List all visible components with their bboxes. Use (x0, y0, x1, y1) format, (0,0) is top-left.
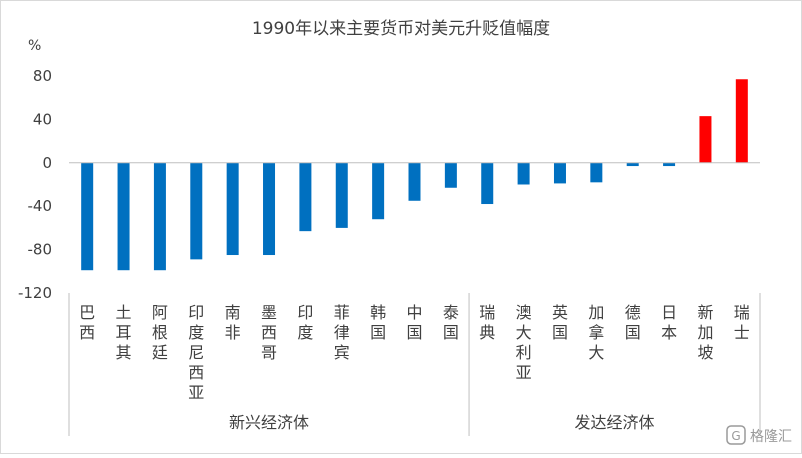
watermark: G 格隆汇 (726, 425, 792, 445)
chart-title: 1990年以来主要货币对美元升贬值幅度 (252, 19, 550, 39)
category-label: 阿根廷 (152, 303, 168, 362)
bar (408, 162, 421, 201)
category-label: 墨西哥 (261, 303, 277, 362)
category-label: 德国 (625, 303, 641, 342)
bar (372, 162, 385, 220)
category-label: 瑞士 (734, 303, 750, 342)
bar (517, 162, 530, 185)
bar (190, 162, 203, 260)
category-label: 澳大利亚 (516, 303, 532, 382)
category-label: 巴西 (79, 303, 95, 342)
bar (299, 162, 312, 232)
watermark-text: 格隆汇 (750, 429, 792, 445)
y-axis-unit: % (28, 38, 41, 54)
category-label: 瑞典 (479, 303, 495, 342)
category-label: 韩国 (370, 303, 386, 342)
axes (68, 162, 761, 436)
bar (626, 162, 639, 167)
y-tick-label: -80 (28, 241, 53, 259)
bar (481, 162, 494, 205)
bar (444, 162, 457, 188)
category-label: 印度尼西亚 (188, 303, 204, 402)
category-label: 菲律宾 (334, 303, 350, 362)
y-axis-ticks: -120 -80 -40 0 40 80 (18, 67, 52, 302)
watermark-logo-glyph: G (731, 429, 740, 443)
category-label: 中国 (406, 303, 422, 342)
category-label: 日本 (661, 303, 677, 342)
bar (590, 162, 603, 183)
bar (226, 162, 239, 256)
bar (117, 162, 130, 271)
bars (81, 79, 748, 271)
bar (735, 79, 748, 163)
gelonghui-logo-icon (726, 425, 746, 445)
bar (699, 116, 712, 163)
y-tick-label: 40 (33, 110, 52, 128)
category-label: 新加坡 (697, 303, 713, 362)
category-label: 印度 (297, 303, 313, 342)
category-label: 加拿大 (588, 303, 604, 362)
category-label: 南非 (225, 303, 241, 342)
group-label: 新兴经济体 (229, 413, 309, 432)
bar (81, 162, 94, 271)
group-labels: 新兴经济体 发达经济体 (229, 293, 655, 436)
y-tick-label: 80 (33, 67, 52, 85)
y-tick-label: -120 (18, 284, 52, 302)
bar (553, 162, 566, 184)
bar (663, 162, 676, 167)
y-tick-label: -40 (28, 197, 53, 215)
group-label: 发达经济体 (575, 413, 655, 432)
category-label: 英国 (552, 303, 568, 342)
bar (263, 162, 276, 256)
category-label: 土耳其 (116, 303, 132, 362)
category-label: 泰国 (443, 303, 459, 342)
bar (335, 162, 348, 228)
y-tick-label: 0 (42, 154, 52, 172)
bar (153, 162, 166, 271)
